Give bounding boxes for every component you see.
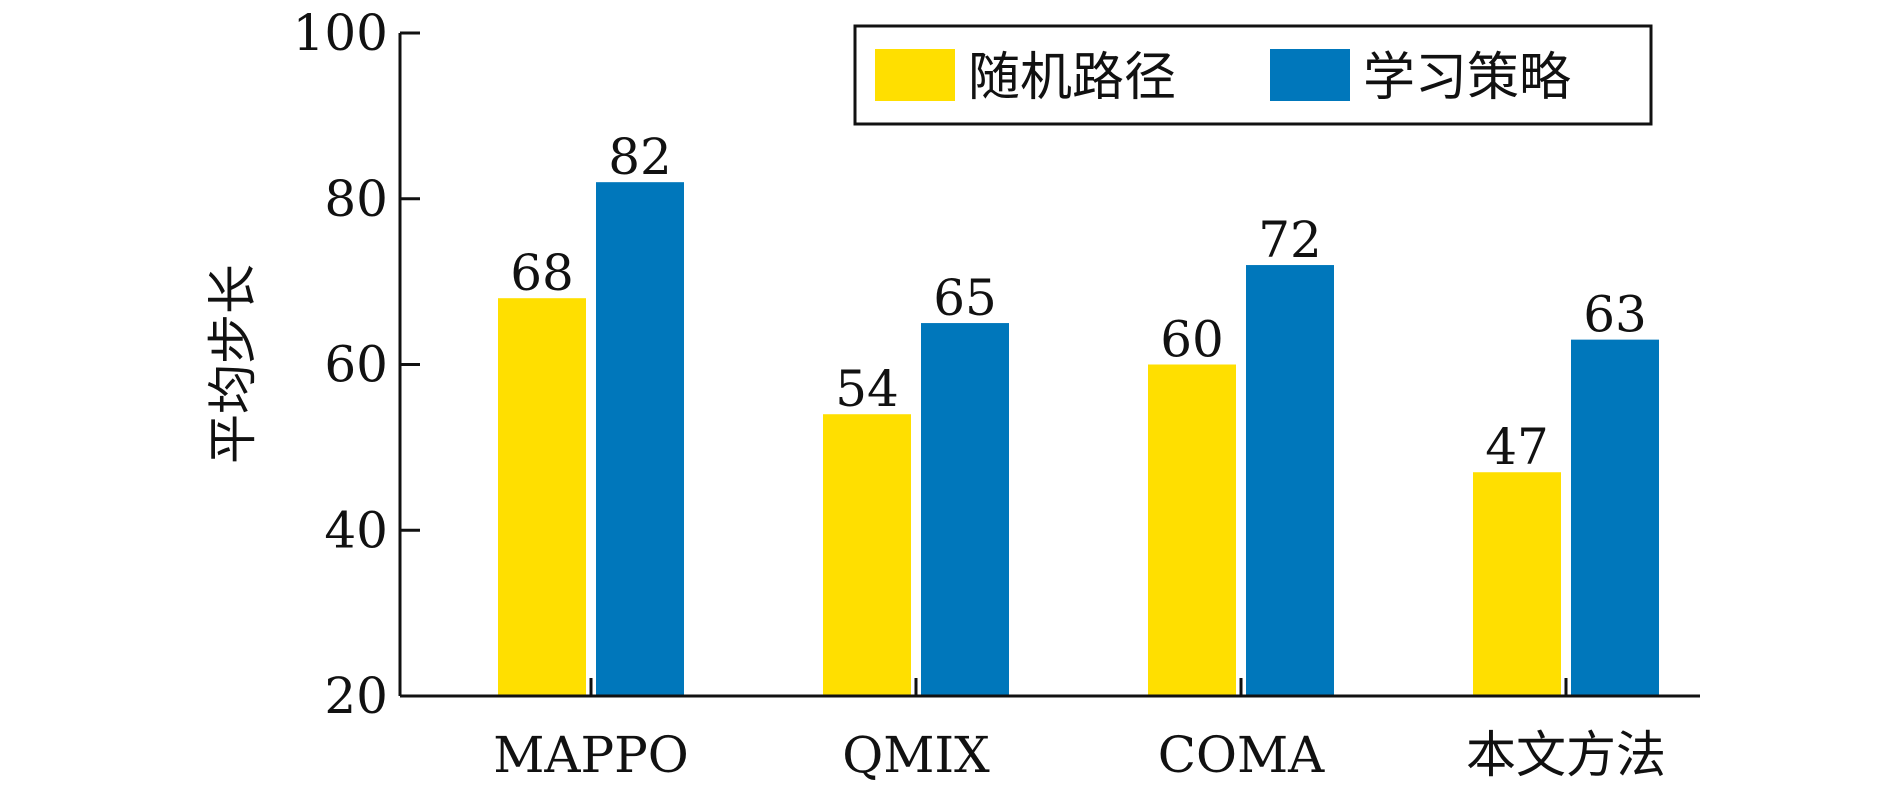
data-label: 60 [1160, 311, 1224, 369]
x-tick-label: QMIX [842, 726, 990, 784]
legend-label-random-path: 随机路径 [968, 48, 1176, 108]
legend-swatch-random-path [875, 49, 955, 101]
y-tick-label: 100 [293, 4, 388, 62]
data-label: 82 [608, 128, 672, 186]
bar-learned-policy-2 [1246, 265, 1334, 696]
value-labels-group: 68 82 54 65 60 72 47 63 [510, 128, 1647, 476]
data-label: 63 [1583, 286, 1647, 344]
data-label: 65 [933, 269, 997, 327]
bars-group [498, 182, 1659, 697]
bar-learned-policy-0 [596, 182, 684, 697]
bar-learned-policy-1 [921, 323, 1009, 696]
legend-swatch-learned-policy [1270, 49, 1350, 101]
x-tick-label: 本文方法 [1466, 726, 1666, 784]
y-axis-label: 平均步长 [204, 264, 262, 464]
data-label: 68 [510, 244, 574, 302]
bar-random-path-1 [823, 414, 911, 696]
data-label: 72 [1258, 211, 1322, 269]
x-ticks-group: MAPPO QMIX COMA 本文方法 [493, 678, 1666, 784]
legend-box [853, 24, 1653, 126]
bar-random-path-0 [498, 298, 586, 696]
legend: 随机路径 学习策略 [853, 24, 1653, 126]
y-tick-label: 60 [324, 336, 388, 394]
y-tick-label: 40 [324, 501, 388, 559]
x-tick-label: MAPPO [493, 726, 689, 784]
y-ticks-group: 20 40 60 80 100 [293, 4, 420, 725]
data-label: 54 [835, 360, 899, 418]
bar-random-path-2 [1148, 364, 1236, 696]
x-tick-label: COMA [1158, 726, 1325, 784]
bar-learned-policy-3 [1571, 339, 1659, 696]
legend-label-learned-policy: 学习策略 [1363, 48, 1571, 108]
y-tick-label: 20 [324, 667, 388, 725]
y-tick-label: 80 [324, 170, 388, 228]
data-label: 47 [1485, 418, 1549, 476]
bar-random-path-3 [1473, 472, 1561, 696]
